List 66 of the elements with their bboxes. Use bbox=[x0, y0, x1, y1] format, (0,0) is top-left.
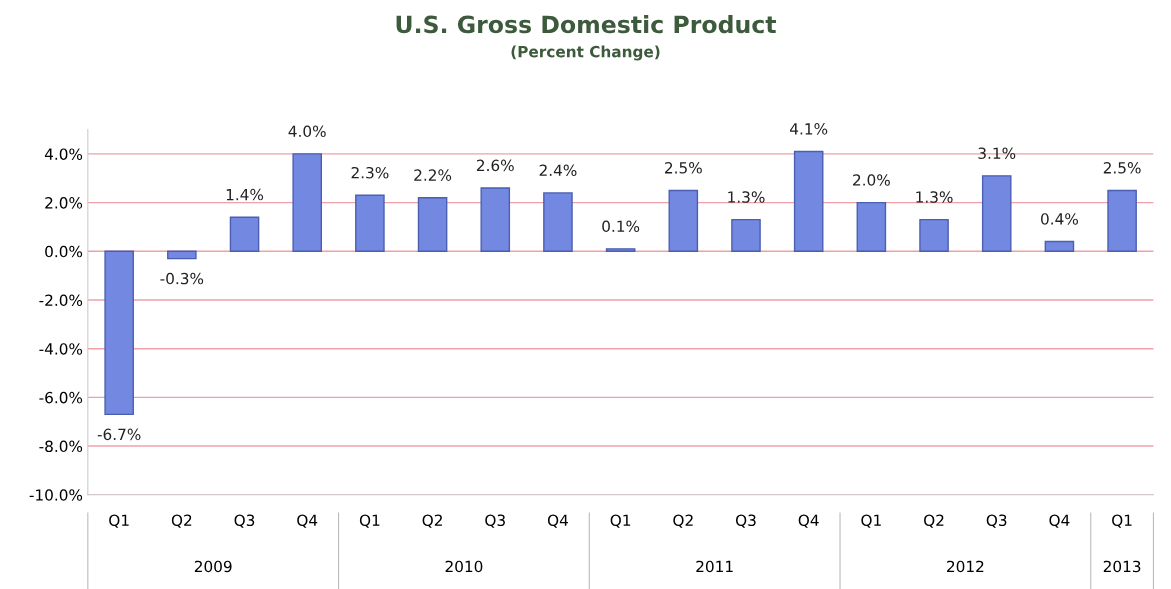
bar bbox=[417, 197, 448, 253]
x-tick-label: Q3 bbox=[735, 514, 756, 528]
x-tick-label: Q2 bbox=[422, 514, 442, 528]
y-tick-label: -2.0% bbox=[39, 294, 83, 307]
bar bbox=[981, 175, 1012, 253]
x-tick-label: Q2 bbox=[673, 514, 693, 528]
data-label: 1.4% bbox=[226, 188, 264, 201]
data-label: 2.4% bbox=[539, 164, 577, 177]
data-label: 0.4% bbox=[1041, 213, 1078, 225]
data-label: 1.3% bbox=[728, 191, 765, 203]
bar bbox=[292, 153, 323, 253]
bar bbox=[605, 248, 636, 253]
chart-subtitle: (Percent Change) bbox=[511, 45, 660, 61]
data-label: 2.0% bbox=[853, 174, 890, 186]
y-tick-label: 2.0% bbox=[45, 197, 83, 209]
y-tick-label: 0.0% bbox=[45, 245, 83, 258]
data-label: 2.5% bbox=[1103, 162, 1141, 174]
chart-title: U.S. Gross Domestic Product bbox=[396, 15, 777, 34]
text: 2009 bbox=[194, 560, 232, 573]
bar bbox=[919, 218, 949, 253]
data-label: 4.0% bbox=[288, 125, 326, 138]
x-tick-label: Q1 bbox=[1112, 514, 1132, 528]
x-tick-label: Q1 bbox=[610, 514, 631, 528]
bar bbox=[793, 150, 824, 253]
x-tick-label: Q4 bbox=[798, 514, 819, 528]
text: 2010 bbox=[445, 560, 483, 573]
data-label: -0.3% bbox=[160, 272, 204, 285]
x-tick-label: Q4 bbox=[1049, 514, 1070, 528]
bar bbox=[480, 187, 511, 253]
text: 2013 bbox=[1103, 560, 1141, 573]
x-tick-label: Q3 bbox=[986, 514, 1007, 528]
data-label: 0.1% bbox=[602, 220, 640, 233]
bar bbox=[543, 192, 573, 253]
x-tick-label: Q2 bbox=[924, 514, 944, 528]
y-tick-label: -6.0% bbox=[39, 391, 83, 404]
bar bbox=[1044, 240, 1075, 253]
data-label: -6.7% bbox=[97, 428, 141, 441]
data-label: 2.2% bbox=[414, 169, 452, 181]
y-tick-label: -8.0% bbox=[39, 440, 83, 453]
data-label: 1.3% bbox=[916, 191, 953, 203]
y-tick-label: 4.0% bbox=[44, 148, 83, 160]
x-tick-label: Q3 bbox=[485, 514, 505, 528]
x-tick-label: Q2 bbox=[171, 514, 192, 528]
bar bbox=[856, 201, 887, 253]
x-tick-label: Q1 bbox=[861, 514, 881, 528]
bar bbox=[1107, 189, 1137, 253]
data-label: 2.6% bbox=[476, 159, 514, 172]
bar bbox=[167, 250, 197, 260]
x-tick-label: Q3 bbox=[234, 514, 255, 528]
data-label: 2.5% bbox=[665, 162, 702, 174]
text: 2012 bbox=[947, 560, 984, 573]
y-tick-label: -10.0% bbox=[29, 489, 83, 501]
bar bbox=[104, 250, 134, 416]
bar bbox=[668, 189, 699, 253]
bar bbox=[731, 218, 761, 253]
bar bbox=[229, 216, 260, 253]
x-tick-label: Q1 bbox=[359, 514, 380, 528]
bar bbox=[355, 194, 385, 253]
y-tick-label: -4.0% bbox=[39, 343, 83, 355]
text: 2011 bbox=[696, 560, 733, 573]
x-tick-label: Q4 bbox=[297, 514, 318, 528]
x-tick-label: Q4 bbox=[547, 514, 568, 528]
data-label: 2.3% bbox=[351, 166, 389, 179]
x-tick-label: Q1 bbox=[109, 514, 129, 528]
data-label: 4.1% bbox=[790, 123, 828, 135]
data-label: 3.1% bbox=[978, 147, 1016, 159]
